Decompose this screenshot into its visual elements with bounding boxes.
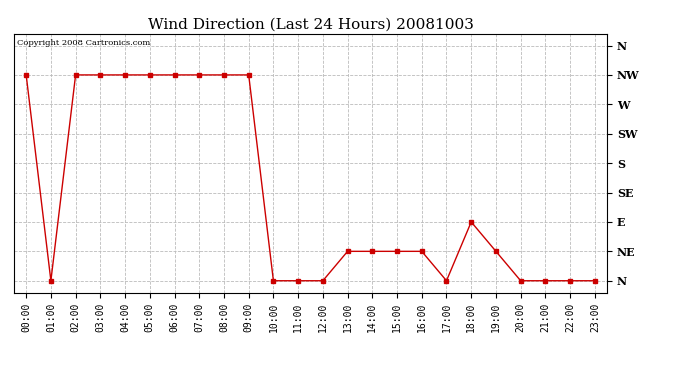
Text: Copyright 2008 Cartronics.com: Copyright 2008 Cartronics.com <box>17 39 150 47</box>
Title: Wind Direction (Last 24 Hours) 20081003: Wind Direction (Last 24 Hours) 20081003 <box>148 17 473 31</box>
